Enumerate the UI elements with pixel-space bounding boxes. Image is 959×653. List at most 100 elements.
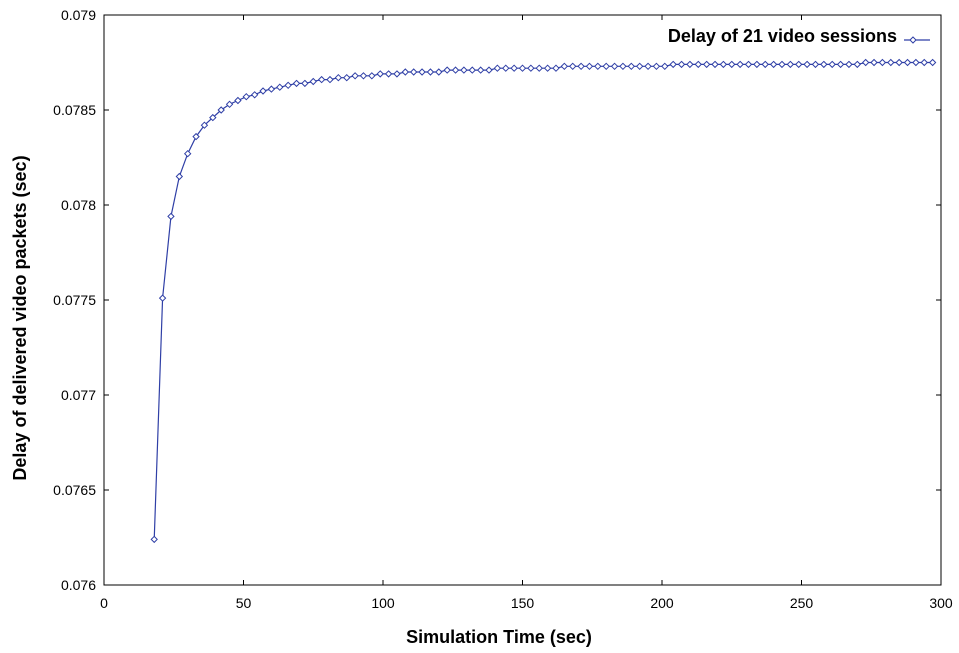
data-point-marker: [451, 66, 460, 74]
data-point-marker: [301, 79, 309, 88]
data-point-marker: [577, 62, 585, 71]
data-point-marker: [719, 60, 728, 69]
data-point-marker: [761, 60, 769, 69]
data-point-marker: [234, 96, 242, 105]
data-point-marker: [192, 132, 200, 141]
data-point-marker: [811, 60, 820, 69]
y-tick-label: 0.077: [61, 387, 96, 403]
data-point-marker: [744, 60, 753, 69]
data-point-marker: [610, 62, 619, 71]
y-tick-label: 0.079: [61, 7, 96, 23]
data-point-marker: [845, 60, 853, 69]
data-point-marker: [359, 72, 368, 80]
data-point-marker: [887, 58, 895, 67]
data-point-marker: [736, 60, 744, 69]
series-layer: [150, 58, 937, 544]
data-point-marker: [183, 149, 192, 158]
data-point-marker: [602, 62, 610, 71]
data-point-marker: [661, 62, 669, 71]
data-point-marker: [769, 60, 778, 69]
data-point-marker: [158, 294, 167, 302]
data-point-marker: [493, 64, 502, 72]
data-point-marker: [711, 60, 719, 69]
y-tick-label: 0.078: [61, 197, 96, 213]
data-point-marker: [853, 60, 862, 69]
data-point-marker: [217, 106, 225, 114]
data-point-marker: [376, 70, 384, 78]
data-point-marker: [795, 60, 803, 69]
data-point-marker: [435, 68, 443, 76]
data-point-marker: [351, 72, 359, 80]
data-point-marker: [368, 72, 376, 80]
data-point-marker: [861, 58, 870, 67]
x-tick-label: 100: [371, 595, 395, 611]
data-point-marker: [644, 62, 652, 71]
data-point-marker: [468, 66, 476, 74]
data-point-marker: [401, 68, 410, 76]
data-point-marker: [635, 62, 644, 71]
data-point-marker: [284, 81, 292, 90]
data-point-marker: [393, 70, 401, 78]
data-point-marker: [460, 66, 468, 74]
data-point-marker: [836, 60, 845, 69]
data-point-marker: [225, 100, 234, 109]
y-axis-title: Delay of delivered video packets (sec): [10, 155, 30, 480]
data-point-marker: [309, 77, 317, 86]
data-point-marker: [619, 62, 627, 71]
data-point-marker: [560, 62, 569, 71]
data-point-marker: [728, 60, 736, 69]
data-point-marker: [878, 58, 887, 67]
data-point-marker: [510, 64, 518, 72]
data-point-marker: [552, 64, 560, 72]
y-tick-label: 0.0785: [53, 102, 96, 118]
data-point-marker: [828, 60, 836, 69]
data-point-marker: [535, 64, 543, 72]
legend-marker-sample: [909, 36, 917, 44]
data-point-marker: [209, 113, 217, 122]
data-point-marker: [686, 60, 694, 69]
data-point-marker: [292, 79, 301, 88]
data-point-marker: [317, 75, 326, 84]
y-axis-ticks: 0.076 0.0765 0.077 0.0775 0.078 0.0785 0.079: [53, 7, 941, 593]
data-point-marker: [903, 58, 912, 67]
data-point-marker: [334, 73, 343, 82]
data-point-marker: [426, 68, 435, 76]
data-point-marker: [585, 62, 594, 71]
data-point-marker: [677, 60, 686, 69]
data-point-marker: [502, 64, 510, 72]
data-point-marker: [326, 75, 334, 84]
data-point-marker: [267, 85, 276, 93]
data-point-marker: [259, 87, 267, 95]
data-point-marker: [167, 212, 175, 221]
x-tick-label: 50: [236, 595, 252, 611]
data-point-marker: [920, 58, 928, 67]
data-point-marker: [175, 172, 184, 181]
data-point-marker: [870, 58, 878, 67]
data-point-marker: [912, 58, 920, 67]
data-point-marker: [543, 64, 552, 72]
y-tick-label: 0.0775: [53, 292, 96, 308]
data-point-marker: [518, 64, 527, 72]
data-point-marker: [276, 83, 284, 91]
data-point-marker: [803, 60, 811, 69]
x-tick-label: 150: [511, 595, 535, 611]
data-point-marker: [418, 68, 426, 76]
series-line: [153, 61, 933, 540]
data-point-marker: [753, 60, 761, 69]
data-point-marker: [928, 58, 937, 67]
data-point-marker: [652, 62, 661, 71]
y-tick-label: 0.076: [61, 577, 96, 593]
data-point-marker: [786, 60, 795, 69]
data-point-marker: [527, 64, 535, 72]
data-point-marker: [250, 91, 259, 99]
data-point-marker: [485, 66, 493, 74]
data-point-marker: [242, 92, 250, 101]
x-tick-label: 250: [790, 595, 814, 611]
data-point-marker: [384, 70, 393, 78]
data-point-marker: [594, 62, 602, 71]
data-point-marker: [627, 62, 636, 71]
x-axis-title: Simulation Time (sec): [406, 627, 592, 647]
data-point-marker: [702, 60, 711, 69]
